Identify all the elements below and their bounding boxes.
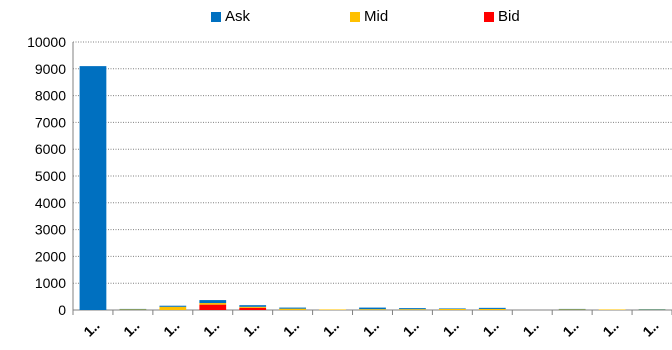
- x-tick-label: 1..: [200, 317, 222, 339]
- x-tick-label: 1..: [280, 317, 302, 339]
- bar-mid: [558, 309, 586, 310]
- x-tick-label: 1..: [120, 317, 142, 339]
- bar-mid: [239, 306, 267, 308]
- bar-ask: [438, 308, 466, 309]
- x-tick-label: 1..: [480, 317, 502, 339]
- bar-mid: [438, 308, 466, 310]
- legend-swatch-mid: [350, 11, 360, 22]
- bar-bid: [199, 304, 227, 310]
- bar-mid: [119, 309, 147, 310]
- bar-ask: [638, 309, 666, 310]
- bar-ask: [199, 300, 227, 304]
- legend-label-bid: Bid: [498, 8, 520, 25]
- x-tick-label: 1..: [400, 317, 422, 339]
- bar-bid: [239, 307, 267, 310]
- legend-label-ask: Ask: [225, 8, 251, 25]
- legend-item-bid: Bid: [484, 8, 520, 25]
- bar-ask: [359, 307, 386, 310]
- y-tick-label: 10000: [27, 34, 66, 50]
- bar-mid: [359, 309, 386, 310]
- bar-ask: [79, 66, 107, 311]
- y-tick-label: 0: [58, 302, 66, 318]
- bar-mid: [638, 309, 666, 310]
- legend: Ask Mid Bid: [0, 8, 672, 28]
- x-tick-label: 1..: [240, 317, 262, 339]
- legend-swatch-bid: [484, 11, 494, 22]
- y-tick-label: 3000: [35, 222, 66, 238]
- bar-mid: [159, 306, 187, 310]
- bar-mid: [319, 309, 346, 310]
- legend-swatch-ask: [211, 11, 221, 22]
- x-tick-label: 1..: [599, 317, 621, 339]
- bar-mid: [598, 309, 626, 310]
- y-tick-label: 6000: [35, 141, 66, 157]
- bar-mid: [478, 308, 506, 310]
- bar-ask: [558, 308, 586, 310]
- legend-item-ask: Ask: [211, 8, 250, 25]
- bar-ask: [239, 305, 267, 307]
- legend-item-mid: Mid: [350, 8, 388, 25]
- bar-mid: [399, 309, 426, 310]
- bar-ask: [159, 305, 187, 307]
- bar-ask: [279, 307, 307, 309]
- y-tick-label: 8000: [35, 88, 66, 104]
- bar-mid: [279, 308, 307, 310]
- x-tick-label: 1..: [559, 317, 581, 339]
- y-tick-label: 4000: [35, 195, 66, 211]
- bar-ask: [399, 308, 426, 310]
- x-tick-label: 1..: [440, 317, 462, 339]
- x-tick-label: 1..: [320, 317, 342, 339]
- x-tick-label: 1..: [160, 317, 182, 339]
- y-tick-label: 2000: [35, 248, 66, 264]
- bar-mid: [199, 303, 227, 305]
- y-tick-label: 9000: [35, 61, 66, 77]
- y-tick-label: 7000: [35, 114, 66, 130]
- x-tick-label: 1..: [80, 317, 102, 339]
- legend-label-mid: Mid: [364, 8, 389, 25]
- y-tick-label: 5000: [35, 168, 66, 184]
- x-tick-label: 1..: [520, 317, 542, 339]
- x-tick-label: 1..: [360, 317, 382, 339]
- x-tick-label: 1..: [639, 317, 661, 339]
- bar-ask: [478, 307, 506, 309]
- bar-ask: [119, 308, 147, 310]
- y-tick-label: 1000: [35, 275, 66, 291]
